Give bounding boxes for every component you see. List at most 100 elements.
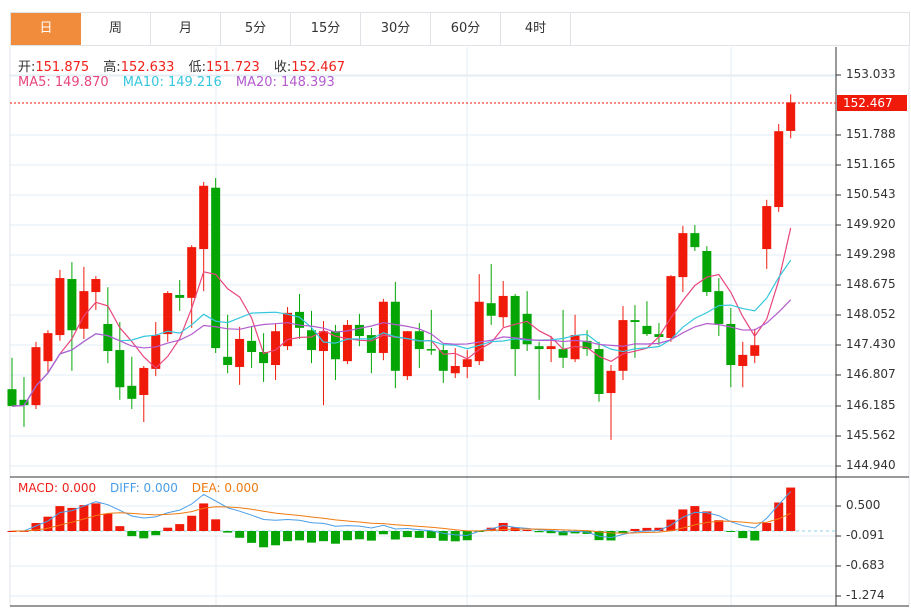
candle-body (175, 294, 185, 298)
candle (762, 199, 772, 269)
candle-body (67, 279, 77, 331)
macd-bar (678, 509, 688, 531)
candle (666, 275, 676, 342)
macd-bar (211, 519, 221, 531)
candle (259, 333, 269, 382)
candle (318, 321, 328, 406)
candle (654, 322, 664, 346)
macd-bar (642, 527, 652, 531)
tab-4hour[interactable]: 4时 (501, 13, 571, 45)
candle-body (259, 351, 269, 364)
candle (211, 178, 221, 353)
candle-body (91, 279, 101, 293)
price-tick-label: 147.430 (846, 337, 896, 351)
candle (55, 269, 65, 341)
high-value: 152.633 (120, 60, 175, 75)
candle (235, 326, 245, 385)
candle (426, 309, 436, 355)
candle (450, 348, 460, 379)
candle (726, 308, 736, 388)
candle-body (307, 330, 316, 351)
macd-bar (606, 531, 616, 541)
ohlc-info: 开:151.875 高:152.633 低:151.723 收:152.467 (18, 56, 355, 75)
macd-bar (354, 531, 364, 540)
low-label: 低: (188, 60, 206, 75)
macd-bar (654, 527, 664, 531)
macd-bar (378, 531, 388, 535)
candle (606, 365, 616, 440)
candle (79, 266, 89, 339)
macd-bar (618, 531, 628, 534)
candle (115, 322, 125, 400)
candle-body (402, 331, 412, 377)
candle-body (762, 206, 772, 250)
candle-body (690, 233, 700, 248)
candle-body (666, 276, 676, 338)
macd-bar (55, 506, 65, 531)
candle-body (438, 350, 448, 371)
candle-body (31, 347, 41, 406)
candle (43, 330, 53, 374)
candle-body (558, 349, 568, 358)
macd-bar (366, 531, 376, 541)
candle (702, 246, 712, 296)
macd-bar (570, 531, 580, 534)
candle (690, 224, 700, 252)
candle (247, 325, 257, 368)
dea-line (11, 506, 791, 534)
tab-30min[interactable]: 30分 (361, 13, 431, 45)
candle-body (163, 293, 173, 335)
tab-15min[interactable]: 15分 (291, 13, 361, 45)
candle-body (199, 185, 209, 250)
candle-body (247, 340, 257, 352)
candle (127, 356, 137, 409)
close-label: 收: (273, 60, 292, 75)
candle-body (271, 331, 281, 366)
macd-bar (738, 531, 748, 539)
candle-body (522, 313, 532, 345)
tab-day[interactable]: 日 (11, 13, 81, 45)
tab-month[interactable]: 月 (151, 13, 221, 45)
candle (678, 225, 688, 293)
price-tick-label: 149.920 (846, 217, 896, 231)
close-value: 152.467 (291, 60, 346, 75)
candle-body (366, 335, 376, 353)
tab-5min[interactable]: 5分 (221, 13, 291, 45)
candle-body (642, 325, 652, 335)
candle (378, 298, 388, 361)
macd-tick-label: -1.274 (846, 588, 885, 602)
candle (187, 245, 197, 328)
candle-body (606, 370, 616, 394)
candle-body (654, 334, 664, 338)
diff-line (11, 491, 792, 539)
high-label: 高: (103, 60, 121, 75)
candle (175, 279, 185, 311)
candle-body (211, 187, 221, 349)
candle-body (139, 367, 149, 395)
price-tick-label: 146.185 (846, 398, 896, 412)
candle-body (223, 356, 233, 366)
candle (67, 262, 77, 371)
macd-bar (786, 487, 796, 531)
macd-bar (79, 505, 89, 531)
candle (510, 294, 520, 377)
macd-bar (163, 527, 173, 531)
candle-body (678, 233, 688, 278)
price-tick-label: 151.788 (846, 127, 896, 141)
tab-60min[interactable]: 60分 (431, 13, 501, 45)
price-tick-label: 145.562 (846, 428, 896, 442)
macd-bar (402, 531, 412, 538)
macd-bar (295, 531, 305, 541)
candle-body (187, 247, 197, 298)
price-tick-label: 144.940 (846, 458, 896, 472)
candle (163, 291, 173, 342)
macd-bar (187, 515, 197, 531)
candle (498, 280, 508, 327)
axis-ticks (836, 74, 841, 597)
tab-week[interactable]: 周 (81, 13, 151, 45)
candle-body (546, 346, 556, 350)
candles (7, 94, 796, 440)
candle-body (486, 303, 496, 316)
grid (10, 47, 836, 606)
